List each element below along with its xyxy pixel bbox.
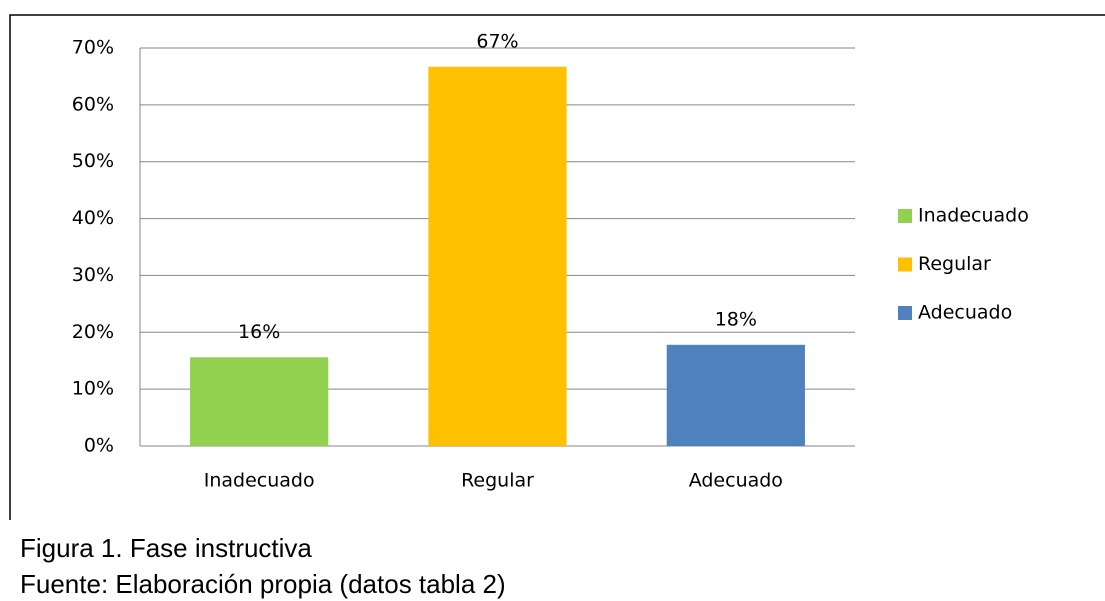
data-label: 67% <box>476 30 518 52</box>
data-label: 16% <box>238 321 280 343</box>
legend-swatch <box>898 257 912 272</box>
y-tick-label: 10% <box>72 378 114 400</box>
caption-figure: Figura 1. Fase instructiva <box>20 533 312 563</box>
legend-swatch <box>898 209 912 223</box>
legend-label: Regular <box>918 253 991 275</box>
legend-label: Inadecuado <box>918 205 1029 227</box>
bar <box>190 357 329 446</box>
y-tick-label: 60% <box>72 93 114 115</box>
bar <box>666 344 805 446</box>
data-label: 18% <box>715 308 757 330</box>
legend-label: Adecuado <box>918 302 1012 324</box>
x-tick-label: Adecuado <box>689 470 783 492</box>
legend-swatch <box>898 306 912 320</box>
x-tick-label: Regular <box>461 470 534 492</box>
y-tick-label: 20% <box>72 321 114 343</box>
x-tick-label: Inadecuado <box>204 470 315 492</box>
y-tick-label: 50% <box>72 150 114 172</box>
caption-source: Fuente: Elaboración propia (datos tabla … <box>20 569 506 599</box>
y-tick-label: 0% <box>84 435 114 457</box>
y-tick-label: 40% <box>72 207 114 229</box>
y-tick-label: 70% <box>72 37 114 59</box>
bar <box>428 66 567 447</box>
chart-border <box>9 14 1105 520</box>
y-tick-label: 30% <box>72 264 114 286</box>
